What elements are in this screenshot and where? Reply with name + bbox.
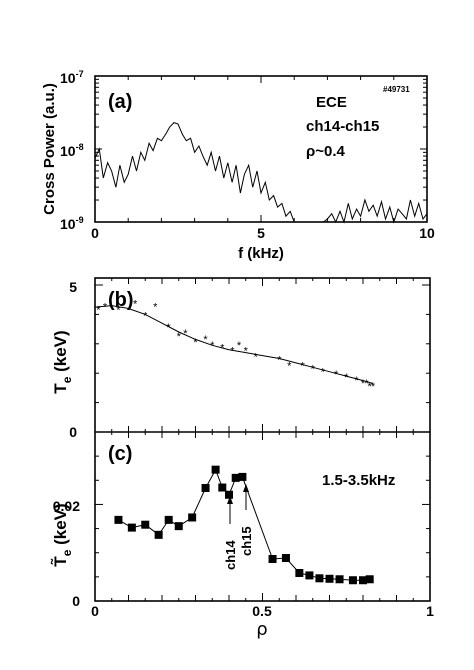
te-point: * xyxy=(210,340,215,352)
te-point: * xyxy=(203,334,208,346)
panel-a-frame xyxy=(94,75,428,223)
panel-c-points xyxy=(114,465,374,585)
te-fluct-point xyxy=(315,574,324,583)
te-fluct-point xyxy=(225,490,233,499)
te-point: * xyxy=(183,328,188,340)
te-point: * xyxy=(311,363,316,375)
annotation-ece: ECE xyxy=(316,94,347,111)
te-point: * xyxy=(321,366,326,378)
te-fluct-point xyxy=(325,574,334,583)
te-fluct-point xyxy=(164,515,173,524)
te-point: * xyxy=(344,372,349,384)
panel-b-points: * * * ***** ** * * * * * * * * * * * * * * * * * * * xyxy=(96,299,376,393)
panel-a-xtick-0: 0 xyxy=(91,225,99,241)
panel-c-xtick-0: 0 xyxy=(91,603,99,619)
panel-a-spectrum-line xyxy=(94,122,428,224)
te-fluct-point xyxy=(295,568,304,577)
te-point: * xyxy=(361,378,366,390)
te-point: * xyxy=(153,302,158,314)
te-point: * xyxy=(177,331,182,343)
te-fluct-point xyxy=(348,576,357,585)
te-fluct-point xyxy=(231,473,240,482)
arrow-ch14-head xyxy=(227,496,233,504)
panel-b-ytick-0: 0 xyxy=(69,424,77,440)
panel-a-label: (a) xyxy=(108,91,132,113)
te-point: * xyxy=(237,340,242,352)
te-fluct-point xyxy=(335,575,344,584)
panel-b-label: (b) xyxy=(108,289,134,311)
panel-b-ytick-5: 5 xyxy=(69,279,77,295)
te-point: * xyxy=(230,346,235,358)
te-point: * xyxy=(167,322,172,334)
te-point: * xyxy=(143,310,148,322)
annotation-rho: ρ~0.4 xyxy=(306,143,346,160)
te-fluct-point xyxy=(268,554,277,563)
te-point: * xyxy=(103,302,108,314)
te-fluct-point xyxy=(127,523,136,532)
te-fluct-point xyxy=(365,575,374,584)
te-point: * xyxy=(364,378,369,390)
panel-c-ytick-0.02: 0.02 xyxy=(53,498,80,514)
te-point: * xyxy=(133,299,138,311)
panel-a: (a) ECE ch14-ch15 ρ~0.4 #49731 Cross Pow… xyxy=(41,69,435,262)
te-point: * xyxy=(220,343,225,355)
panel-c-xtick-1: 1 xyxy=(426,603,434,619)
te-fluct-point xyxy=(281,554,290,563)
ytick-label-1e-7: 10-7 xyxy=(60,69,84,86)
annotation-ch15: ch15 xyxy=(239,526,254,556)
shot-number: #49731 xyxy=(383,85,410,94)
te-fluct-point xyxy=(154,530,163,539)
te-point: * xyxy=(368,381,373,393)
te-point: * xyxy=(193,337,198,349)
te-point: * xyxy=(254,352,259,364)
te-point: * xyxy=(116,305,121,317)
panel-b-fit-line xyxy=(94,305,374,384)
panel-bc-ticks xyxy=(94,278,431,602)
ytick-label-1e-8: 10-8 xyxy=(60,142,84,159)
te-point: * xyxy=(354,375,359,387)
panel-b-ylabel: Te (keV) xyxy=(51,330,74,393)
te-point: * xyxy=(244,346,249,358)
te-fluct-point xyxy=(305,571,314,580)
panel-c-label: (c) xyxy=(108,443,132,465)
te-fluct-point xyxy=(174,522,183,531)
te-fluct-point xyxy=(218,483,227,492)
panel-a-xtick-10: 10 xyxy=(419,225,435,241)
panel-c-ylabel: T̃e (keV) xyxy=(50,503,74,566)
te-point: * xyxy=(96,305,101,317)
annotation-ch14: ch14 xyxy=(223,540,238,570)
panel-bc: * * * ***** ** * * * * * * * * * * * * * * * * * * * (b) 5 0 Te… xyxy=(50,277,434,640)
te-fluct-point xyxy=(211,465,220,474)
te-fluct-point xyxy=(188,513,197,522)
te-fluct-point xyxy=(201,484,210,493)
te-point: * xyxy=(301,360,306,372)
te-fluct-point xyxy=(114,515,123,524)
annotation-freq-band: 1.5-3.5kHz xyxy=(322,472,395,489)
te-point: * xyxy=(287,360,292,372)
panel-c-xtick-0.5: 0.5 xyxy=(252,603,272,619)
te-point: * xyxy=(277,355,282,367)
te-point: * xyxy=(334,369,339,381)
te-fluct-point xyxy=(359,576,367,585)
ytick-label-1e-9: 10-9 xyxy=(60,215,84,232)
panel-a-ylabel: Cross Power (a.u.) xyxy=(41,83,58,215)
te-fluct-point xyxy=(238,472,247,481)
panel-a-xlabel: f (kHz) xyxy=(238,245,284,262)
arrow-ch15-head xyxy=(243,484,249,492)
panel-c-ytick-0: 0 xyxy=(72,593,80,609)
te-fluct-point xyxy=(141,520,150,529)
panel-c-xlabel: ρ xyxy=(256,619,267,640)
panel-a-ticks xyxy=(94,76,428,223)
annotation-channels: ch14-ch15 xyxy=(306,118,379,135)
panel-a-ytick-labels: 10-7 10-8 10-9 xyxy=(60,69,84,232)
te-point: * xyxy=(371,381,376,393)
panel-a-xtick-5: 5 xyxy=(257,225,265,241)
